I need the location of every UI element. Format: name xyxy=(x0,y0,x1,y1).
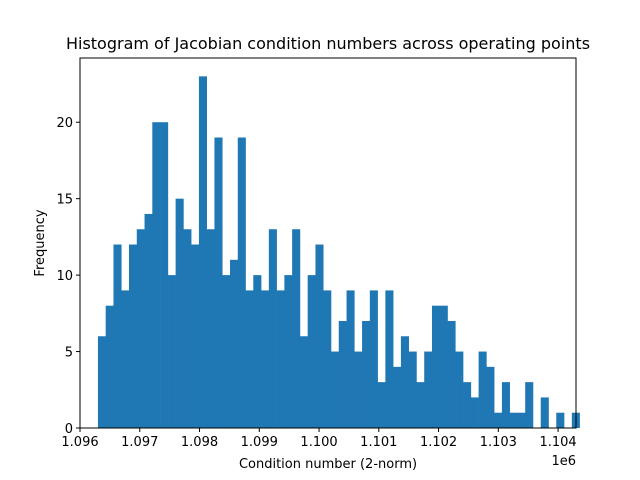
x-tick-label: 1.097 xyxy=(121,435,158,450)
y-tick-label: 5 xyxy=(65,346,73,361)
x-tick-label: 1.102 xyxy=(420,435,457,450)
histogram-bar xyxy=(315,244,324,428)
histogram-bar xyxy=(369,290,378,428)
histogram-bar xyxy=(346,290,355,428)
histogram-bar xyxy=(416,382,425,428)
histogram-bar xyxy=(206,229,215,428)
histogram-bar xyxy=(253,275,262,428)
histogram-bar xyxy=(113,244,122,428)
histogram-bar xyxy=(478,351,487,428)
histogram-bar xyxy=(377,382,386,428)
histogram-bar xyxy=(330,351,340,428)
y-axis-label: Frequency xyxy=(33,209,48,276)
x-tick-label: 1.099 xyxy=(241,435,278,450)
histogram-bar xyxy=(338,320,347,428)
histogram-bar xyxy=(292,229,301,428)
histogram-bar xyxy=(354,351,363,428)
histogram-bar xyxy=(261,290,270,428)
histogram-bar xyxy=(323,290,332,428)
histogram-bar xyxy=(439,305,448,428)
x-tick-label: 1.104 xyxy=(539,435,576,450)
histogram-bar xyxy=(556,412,565,428)
histogram-bar xyxy=(175,198,184,428)
histogram-bar xyxy=(408,351,417,428)
histogram-bar xyxy=(307,275,316,428)
x-tick-label: 1.098 xyxy=(181,435,218,450)
bars-group xyxy=(97,76,580,429)
histogram-bar xyxy=(501,382,510,428)
histogram-bar xyxy=(191,244,200,428)
y-tick-label: 15 xyxy=(56,193,73,208)
histogram-bar xyxy=(470,397,479,428)
histogram-bar xyxy=(183,229,192,428)
x-tick-label: 1.103 xyxy=(480,435,517,450)
histogram-bar xyxy=(214,137,223,428)
x-axis-offset-label: 1e6 xyxy=(551,454,576,469)
histogram-bar xyxy=(222,275,231,428)
histogram-bar xyxy=(245,290,254,428)
histogram-bar xyxy=(160,122,169,429)
histogram-bar xyxy=(540,397,549,428)
histogram-bar xyxy=(144,213,153,428)
x-tick-label: 1.096 xyxy=(61,435,98,450)
histogram-bar xyxy=(385,290,394,428)
x-axis-label: Condition number (2-norm) xyxy=(239,457,417,472)
y-tick-label: 0 xyxy=(65,422,73,437)
x-axis-ticks: 1.096 1.097 1.098 1.099 1.100 1.101 1.102 1.103… xyxy=(61,428,577,450)
histogram-bar xyxy=(167,275,176,428)
histogram-bar xyxy=(237,137,246,428)
histogram-bar xyxy=(455,351,464,428)
x-tick-label: 1.101 xyxy=(360,435,397,450)
histogram-bar xyxy=(299,336,308,428)
histogram-bar xyxy=(97,336,106,428)
plot-frame xyxy=(79,57,577,429)
chart-title: Histogram of Jacobian condition numbers … xyxy=(66,34,590,53)
y-tick-label: 10 xyxy=(56,269,73,284)
histogram-bar xyxy=(424,351,433,428)
histogram-bar xyxy=(105,305,114,428)
histogram-bar xyxy=(393,366,402,428)
y-axis-ticks: 0 5 10 15 20 xyxy=(56,116,80,437)
histogram-bar xyxy=(129,244,138,428)
x-tick-label: 1.100 xyxy=(300,435,337,450)
histogram-bar xyxy=(517,412,526,428)
histogram-bar xyxy=(447,320,456,428)
histogram-bar xyxy=(121,290,130,428)
histogram-bar xyxy=(284,275,293,428)
histogram-bar xyxy=(463,382,472,428)
histogram-bar xyxy=(400,336,409,428)
histogram-bar xyxy=(509,412,518,428)
histogram-bar xyxy=(198,76,207,428)
histogram-bar xyxy=(431,305,441,428)
histogram-bar xyxy=(486,366,495,428)
histogram-bar xyxy=(136,229,145,428)
histogram-bar xyxy=(494,412,503,428)
histogram-bar xyxy=(268,229,277,428)
y-tick-label: 20 xyxy=(56,116,73,131)
histogram-bar xyxy=(362,320,371,428)
histogram-bar xyxy=(152,122,161,429)
histogram-bar xyxy=(276,290,285,428)
histogram-bar xyxy=(525,382,534,428)
histogram-bar xyxy=(230,259,239,428)
